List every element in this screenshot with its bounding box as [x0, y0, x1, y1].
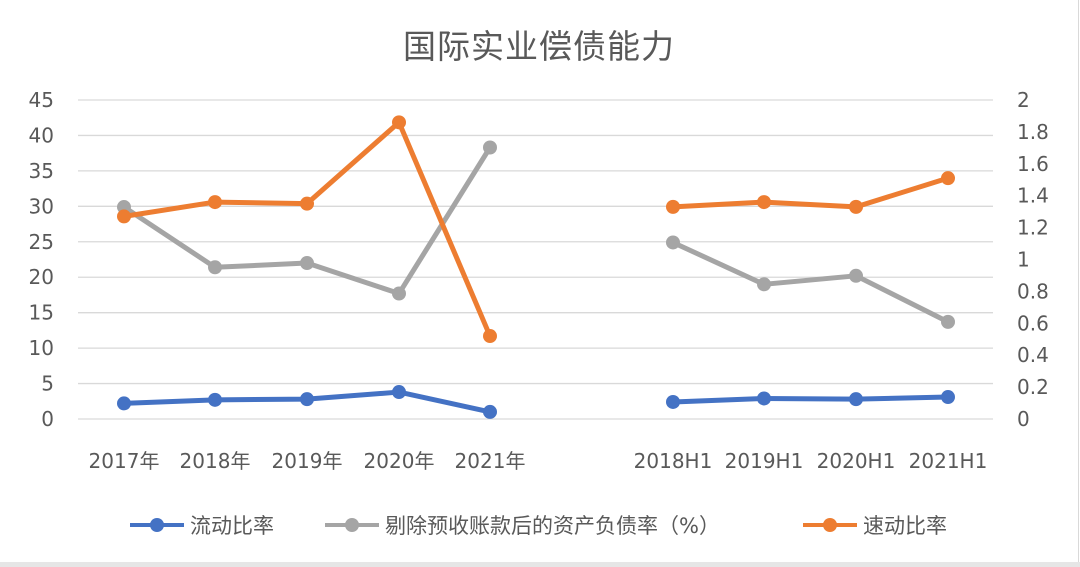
legend-label: 剔除预收账款后的资产负债率（%） — [385, 514, 720, 538]
y-right-tick-label: 0.4 — [1017, 343, 1049, 367]
series-line — [121, 119, 493, 339]
data-point-marker[interactable] — [941, 390, 955, 405]
y-left-tick-label: 45 — [29, 88, 54, 112]
x-axis: 2017年 2018年 2019年 2020年 2021年 2018H1 2019H1 202… — [89, 449, 988, 473]
legend: 流动比率 剔除预收账款后的资产负债率（%） 速动比率 — [0, 510, 1078, 540]
y-right-tick-label: 2 — [1017, 88, 1030, 112]
legend-label: 流动比率 — [190, 514, 274, 538]
x-tick-label: 2019年 — [272, 449, 343, 473]
y-right-tick-label: 1 — [1017, 248, 1030, 272]
chart-title: 国际实业偿债能力 — [403, 27, 675, 66]
data-point-marker[interactable] — [483, 140, 497, 155]
data-point-marker[interactable] — [757, 195, 771, 210]
data-point-marker[interactable] — [941, 171, 955, 186]
y-left-tick-label: 35 — [29, 159, 54, 183]
y-left-tick-label: 5 — [41, 372, 54, 396]
series-line — [670, 394, 951, 405]
data-point-marker[interactable] — [757, 391, 771, 406]
y-right-tick-label: 1.2 — [1017, 216, 1049, 240]
y-right-tick-label: 0 — [1017, 407, 1030, 431]
data-point-marker[interactable] — [300, 392, 314, 407]
data-point-marker[interactable] — [849, 199, 863, 214]
x-tick-label: 2018年 — [180, 449, 251, 473]
y-axis-left: 0 5 10 15 20 25 30 35 40 45 — [29, 88, 54, 431]
y-right-tick-label: 0.2 — [1017, 375, 1049, 399]
x-tick-label: 2019H1 — [725, 449, 804, 473]
x-tick-label: 2020年 — [364, 449, 435, 473]
y-right-tick-label: 1.6 — [1017, 152, 1049, 176]
series-group — [117, 115, 955, 419]
data-point-marker[interactable] — [300, 256, 314, 271]
y-right-tick-label: 1.4 — [1017, 184, 1049, 208]
x-tick-label: 2017年 — [89, 449, 160, 473]
y-left-tick-label: 40 — [29, 123, 54, 147]
data-point-marker[interactable] — [849, 268, 863, 283]
legend-item-quick-ratio[interactable]: 速动比率 — [803, 510, 947, 540]
data-point-marker[interactable] — [666, 199, 680, 214]
y-axis-right: 0 0.2 0.4 0.6 0.8 1 1.2 1.4 1.6 1.8 2 — [1017, 88, 1049, 431]
y-left-tick-label: 0 — [41, 407, 54, 431]
data-point-marker[interactable] — [300, 196, 314, 211]
legend-line-marker-icon — [803, 510, 857, 540]
data-point-marker[interactable] — [849, 392, 863, 407]
series-line — [670, 239, 951, 325]
gridlines — [78, 99, 993, 420]
data-point-marker[interactable] — [208, 392, 222, 407]
y-right-tick-label: 0.6 — [1017, 311, 1049, 335]
y-left-tick-label: 10 — [29, 336, 54, 360]
data-point-marker[interactable] — [392, 286, 406, 301]
data-point-marker[interactable] — [392, 115, 406, 130]
data-point-marker[interactable] — [117, 396, 131, 411]
data-point-marker[interactable] — [208, 195, 222, 210]
y-right-tick-label: 0.8 — [1017, 279, 1049, 303]
y-left-tick-label: 25 — [29, 230, 54, 254]
legend-label: 速动比率 — [863, 514, 947, 538]
bottom-border — [0, 562, 1080, 567]
series-line — [670, 175, 951, 210]
legend-item-current-ratio[interactable]: 流动比率 — [130, 510, 274, 540]
y-right-tick-label: 1.8 — [1017, 120, 1049, 144]
data-point-marker[interactable] — [483, 329, 497, 344]
data-point-marker[interactable] — [392, 385, 406, 400]
x-tick-label: 2021年 — [455, 449, 526, 473]
plot-area: 0 5 10 15 20 25 30 35 40 45 0 0.2 0.4 0.6 0.8 1 1.2 1.4 1… — [29, 88, 1049, 473]
y-left-tick-label: 15 — [29, 301, 54, 325]
data-point-marker[interactable] — [117, 209, 131, 224]
y-left-tick-label: 30 — [29, 194, 54, 218]
data-point-marker[interactable] — [483, 404, 497, 419]
x-tick-label: 2020H1 — [817, 449, 896, 473]
legend-item-debt-ratio[interactable]: 剔除预收账款后的资产负债率（%） — [325, 510, 720, 540]
data-point-marker[interactable] — [208, 260, 222, 275]
data-point-marker[interactable] — [941, 314, 955, 329]
data-point-marker[interactable] — [757, 277, 771, 292]
legend-line-marker-icon — [130, 510, 184, 540]
x-tick-label: 2021H1 — [909, 449, 988, 473]
data-point-marker[interactable] — [666, 394, 680, 409]
data-point-marker[interactable] — [666, 235, 680, 250]
y-left-tick-label: 20 — [29, 265, 54, 289]
legend-line-marker-icon — [325, 510, 379, 540]
series-line — [121, 144, 493, 297]
x-tick-label: 2018H1 — [634, 449, 713, 473]
